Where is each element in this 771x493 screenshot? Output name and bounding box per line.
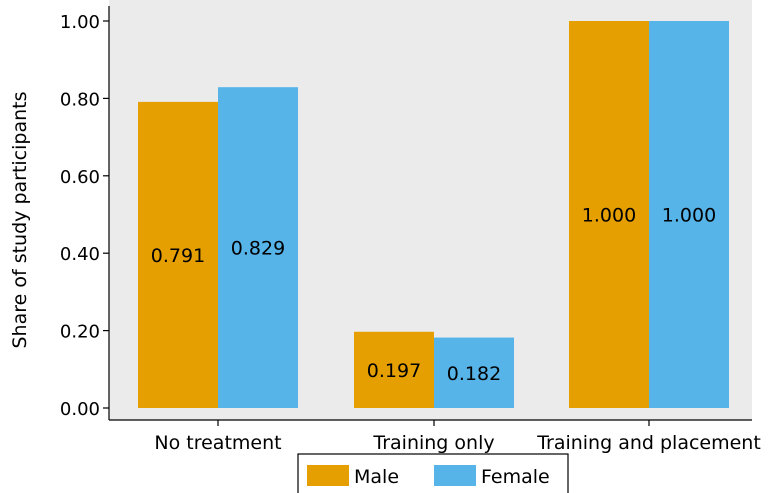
data-label: 1.000 xyxy=(662,205,716,227)
bar-female-1 xyxy=(434,337,514,408)
data-label: 0.829 xyxy=(231,238,285,260)
y-tick-label: 0.60 xyxy=(60,167,100,188)
legend: Male Female xyxy=(297,453,569,493)
y-tick-label: 1.00 xyxy=(60,12,100,33)
y-tick-label: 0.40 xyxy=(60,244,100,265)
legend-frame xyxy=(297,453,569,493)
bar-male-2 xyxy=(569,21,649,408)
y-tick-label: 0.20 xyxy=(60,322,100,343)
x-category-label: No treatment xyxy=(154,432,281,454)
bar-male-1 xyxy=(354,331,434,408)
legend-label-female: Female xyxy=(481,466,550,488)
x-labels-group: No treatment Training only Training and pl… xyxy=(154,420,761,454)
bars-group xyxy=(138,21,729,409)
y-tick-label: 0.00 xyxy=(60,399,100,420)
data-label: 1.000 xyxy=(582,205,636,227)
y-tick-label: 0.80 xyxy=(60,89,100,110)
legend-label-male: Male xyxy=(354,466,399,488)
bar-male-0 xyxy=(138,101,218,409)
data-labels-group: 0.791 0.829 0.197 0.182 1.000 1.000 xyxy=(151,205,716,385)
y-ticks-group: 0.00 0.20 0.40 0.60 0.80 1.00 xyxy=(60,12,109,420)
x-category-label: Training and placement xyxy=(536,432,761,454)
data-label: 0.197 xyxy=(367,360,421,382)
bar-female-2 xyxy=(649,21,729,408)
data-label: 0.182 xyxy=(447,363,501,385)
legend-swatch-female xyxy=(434,465,476,486)
y-axis-label: Share of study participants xyxy=(9,91,31,348)
legend-swatch-male xyxy=(307,465,349,486)
bar-female-0 xyxy=(218,87,298,408)
x-category-label: Training only xyxy=(372,432,494,454)
data-label: 0.791 xyxy=(151,245,205,267)
